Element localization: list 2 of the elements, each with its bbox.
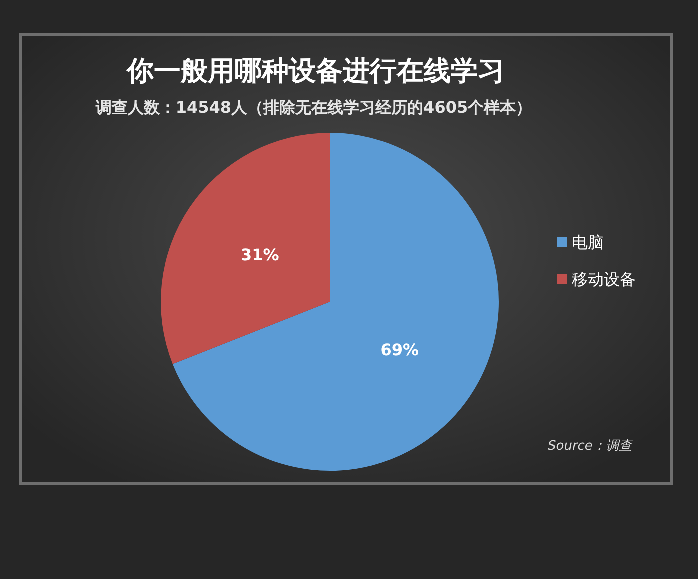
- title: 你一般用哪种设备进行在线学习: [127, 56, 505, 87]
- subtitle: 调查人数：14548人（排除无在线学习经历的4605个样本）: [96, 98, 532, 117]
